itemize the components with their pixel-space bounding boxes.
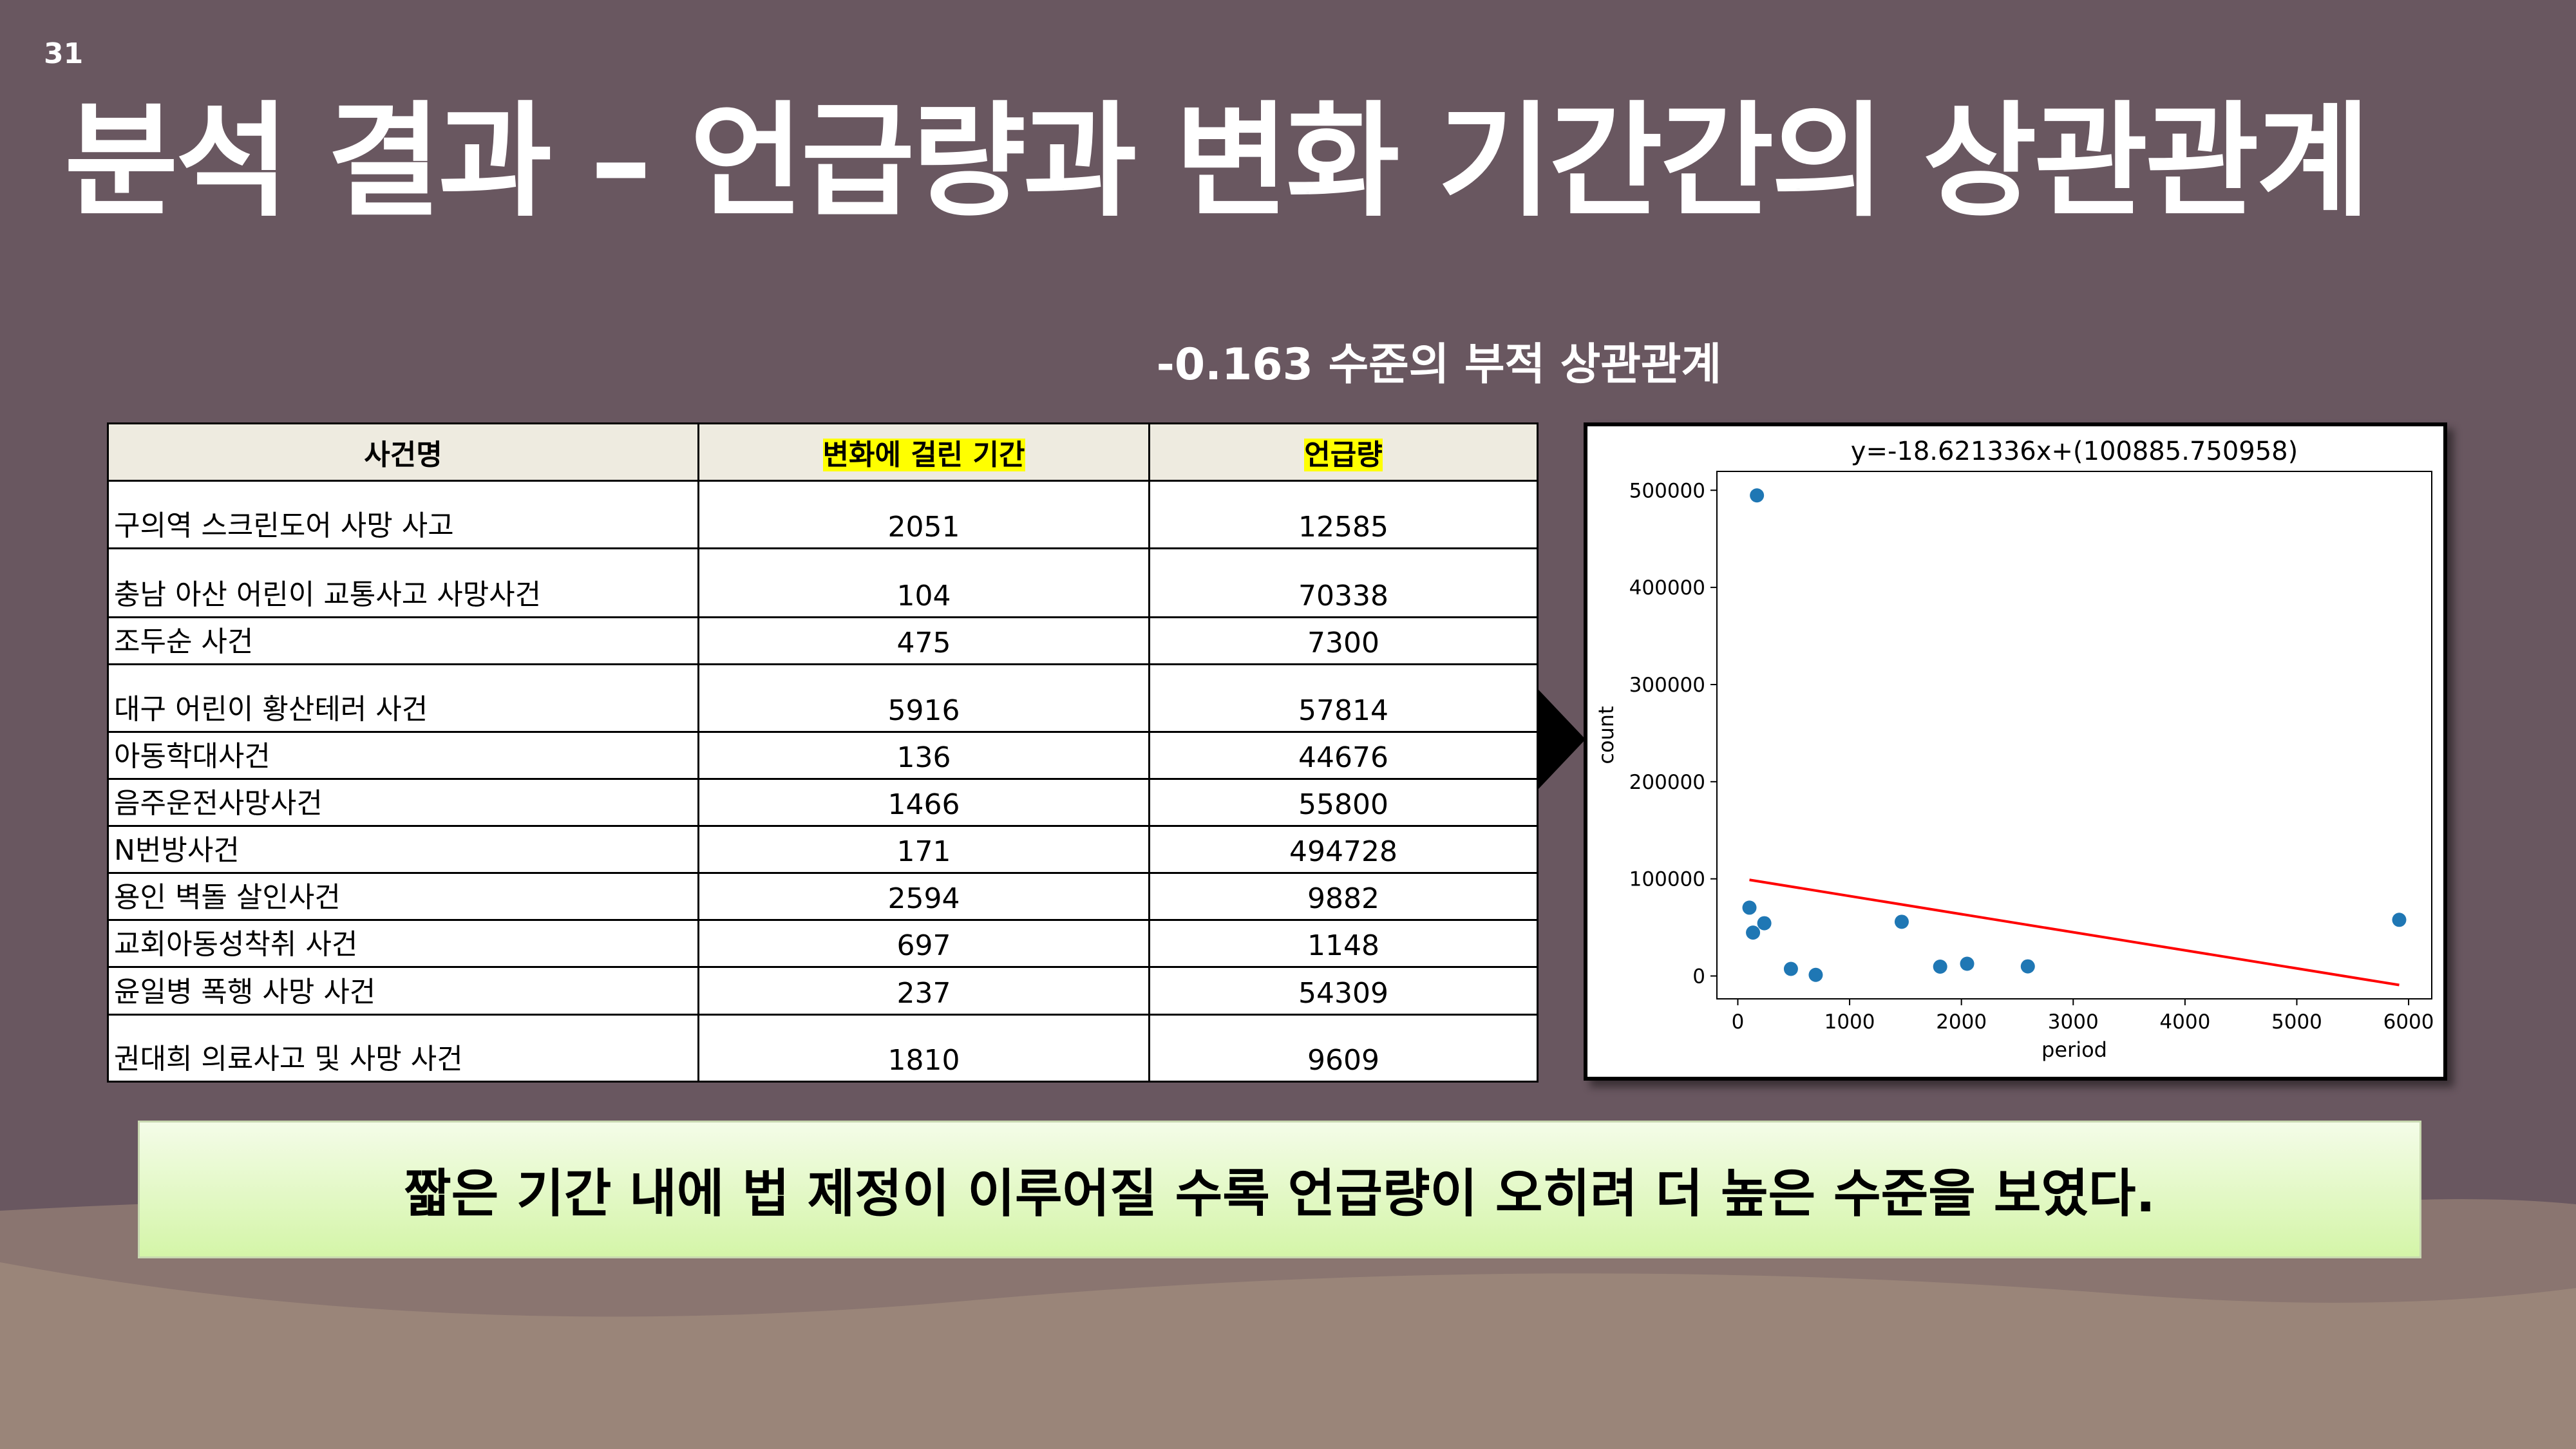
y-tick-label: 200000 bbox=[1629, 771, 1705, 794]
y-tick-label: 500000 bbox=[1629, 479, 1705, 502]
header-text: 사건명 bbox=[364, 439, 442, 471]
x-tick-label: 3000 bbox=[2048, 1010, 2099, 1034]
table-cell: 1466 bbox=[697, 778, 1150, 827]
scatter-point bbox=[2392, 913, 2407, 927]
table-cell: 2051 bbox=[697, 480, 1150, 549]
scatter-point bbox=[1783, 961, 1798, 976]
header-cell: 언급량 bbox=[1148, 422, 1539, 482]
table-row: 대구 어린이 황산테러 사건 5916 57814 bbox=[107, 663, 1539, 733]
table-cell: 12585 bbox=[1148, 480, 1539, 549]
table-cell: 충남 아산 어린이 교통사고 사망사건 bbox=[107, 547, 699, 618]
table-cell: N번방사건 bbox=[107, 825, 699, 874]
table-row: 아동학대사건 136 44676 bbox=[107, 731, 1539, 780]
table-cell: 9882 bbox=[1148, 872, 1539, 921]
table-cell: 구의역 스크린도어 사망 사고 bbox=[107, 480, 699, 549]
table-cell: 475 bbox=[697, 616, 1150, 665]
header-text: 언급량 bbox=[1304, 439, 1383, 471]
y-tick-label: 100000 bbox=[1629, 868, 1705, 891]
table-cell: 44676 bbox=[1148, 731, 1539, 780]
table-cell: 아동학대사건 bbox=[107, 731, 699, 780]
chart: y=-18.621336x+(100885.750958) 0 1000 2000 30… bbox=[1594, 437, 2434, 1062]
table-row: 조두순 사건 475 7300 bbox=[107, 616, 1539, 665]
table-row: 교회아동성착취 사건 697 1148 bbox=[107, 919, 1539, 968]
table-cell: 대구 어린이 황산테러 사건 bbox=[107, 663, 699, 733]
y-tick-label: 400000 bbox=[1629, 576, 1705, 600]
x-tick-label: 2000 bbox=[1936, 1010, 1987, 1034]
header-cell: 사건명 bbox=[107, 422, 699, 482]
x-tick-label: 0 bbox=[1732, 1010, 1745, 1034]
y-axis-label: count bbox=[1594, 706, 1618, 764]
y-tick-label: 0 bbox=[1692, 965, 1705, 989]
table-cell: 237 bbox=[697, 966, 1150, 1016]
scatter-point bbox=[1894, 914, 1909, 929]
table-cell: 136 bbox=[697, 731, 1150, 780]
table-cell: 171 bbox=[697, 825, 1150, 874]
subtitle-text: -0.163 수준의 부적 상관관계 bbox=[1156, 339, 1721, 390]
slide-title: 분석 결과 – 언급량과 변화 기간간의 상관관계 bbox=[64, 90, 2371, 234]
table-cell: 54309 bbox=[1148, 966, 1539, 1016]
chart-title: y=-18.621336x+(100885.750958) bbox=[1851, 437, 2298, 466]
table-cell: 교회아동성착취 사건 bbox=[107, 919, 699, 968]
y-tick-label: 300000 bbox=[1629, 674, 1705, 697]
x-axis-label: period bbox=[2041, 1037, 2107, 1062]
table-cell: 9609 bbox=[1148, 1014, 1539, 1083]
plot-frame bbox=[1716, 471, 2432, 999]
scatter-point bbox=[1750, 488, 1765, 503]
scatter-point bbox=[2020, 959, 2035, 974]
header-row: 사건명 변화에 걸린 기간 언급량 bbox=[107, 422, 1539, 482]
table-row: 음주운전사망사건 1466 55800 bbox=[107, 778, 1539, 827]
x-tick-label: 5000 bbox=[2271, 1010, 2322, 1034]
scatter-point bbox=[1746, 925, 1761, 940]
scatter-point bbox=[1933, 960, 1947, 974]
regression-line bbox=[1749, 878, 2400, 987]
scatter-point bbox=[1742, 900, 1757, 915]
x-tick-label: 1000 bbox=[1824, 1010, 1875, 1034]
table-row: 구의역 스크린도어 사망 사고 2051 12585 bbox=[107, 480, 1539, 549]
scatter-point bbox=[1960, 956, 1975, 971]
header-text: 변화에 걸린 기간 bbox=[822, 439, 1025, 471]
table-row: 윤일병 폭행 사망 사건 237 54309 bbox=[107, 966, 1539, 1016]
table-cell: 1148 bbox=[1148, 919, 1539, 968]
table-cell: 7300 bbox=[1148, 616, 1539, 665]
table-row: 권대희 의료사고 및 사망 사건 1810 9609 bbox=[107, 1014, 1539, 1083]
header-cell: 변화에 걸린 기간 bbox=[697, 422, 1150, 482]
table-cell: 용인 벽돌 살인사건 bbox=[107, 872, 699, 921]
table-cell: 1810 bbox=[697, 1014, 1150, 1083]
table-row: 충남 아산 어린이 교통사고 사망사건 104 70338 bbox=[107, 547, 1539, 618]
scatter-point bbox=[1808, 967, 1823, 982]
chart-frame: y=-18.621336x+(100885.750958) 0 1000 2000 30… bbox=[1584, 422, 2447, 1081]
table-cell: 697 bbox=[697, 919, 1150, 968]
x-tick-label: 6000 bbox=[2383, 1010, 2434, 1034]
wave-front bbox=[0, 1262, 2576, 1449]
x-tick-label: 4000 bbox=[2159, 1010, 2210, 1034]
table-row: N번방사건 171 494728 bbox=[107, 825, 1539, 874]
table-cell: 70338 bbox=[1148, 547, 1539, 618]
slide-number: 31 bbox=[44, 37, 84, 70]
table-cell: 조두순 사건 bbox=[107, 616, 699, 665]
table-cell: 음주운전사망사건 bbox=[107, 778, 699, 827]
table-cell: 윤일병 폭행 사망 사건 bbox=[107, 966, 699, 1016]
table-cell: 2594 bbox=[697, 872, 1150, 921]
table-cell: 494728 bbox=[1148, 825, 1539, 874]
table-cell: 5916 bbox=[697, 663, 1150, 733]
table-cell: 57814 bbox=[1148, 663, 1539, 733]
data-table: 사건명 변화에 걸린 기간 언급량 구의역 스크린도어 사망 사고 2051 12585 충… bbox=[107, 422, 1539, 1083]
caption: 짧은 기간 내에 법 제정이 이루어질 수록 언급량이 오히려 더 높은 수준을… bbox=[138, 1121, 2421, 1258]
table-cell: 104 bbox=[697, 547, 1150, 618]
table-cell: 55800 bbox=[1148, 778, 1539, 827]
table-row: 용인 벽돌 살인사건 2594 9882 bbox=[107, 872, 1539, 921]
scatter-point bbox=[1757, 916, 1772, 931]
table-cell: 권대희 의료사고 및 사망 사건 bbox=[107, 1014, 699, 1083]
